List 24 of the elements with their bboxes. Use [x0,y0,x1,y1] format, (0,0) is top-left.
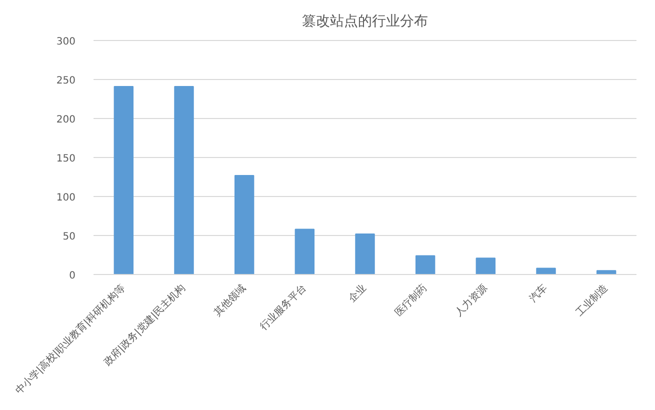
x-tick-label: 人力资源 [452,282,490,319]
y-tick-label: 200 [56,114,76,126]
bar [355,233,375,274]
bar [476,258,496,274]
y-tick-label: 100 [56,192,76,204]
y-tick-label: 300 [56,36,76,48]
bar [174,86,194,274]
x-tick-label: 汽车 [527,282,550,305]
bar [536,268,556,274]
x-tick-label: 行业服务平台 [258,282,309,333]
y-tick-label: 250 [56,76,76,86]
x-tick-label: 医疗制药 [392,282,430,319]
x-tick-label: 工业制造 [573,282,610,319]
bar [415,255,436,274]
bar [114,86,134,274]
bar [596,270,616,274]
bar [294,228,315,274]
x-tick-label: 企业 [346,282,369,305]
y-tick-label: 0 [69,270,76,282]
chart-title: 篡改站点的行业分布 [302,14,428,30]
y-tick-label: 150 [56,154,76,164]
y-tick-label: 50 [62,232,76,242]
bar [234,174,254,274]
x-tick-label: 其他领域 [211,282,248,319]
